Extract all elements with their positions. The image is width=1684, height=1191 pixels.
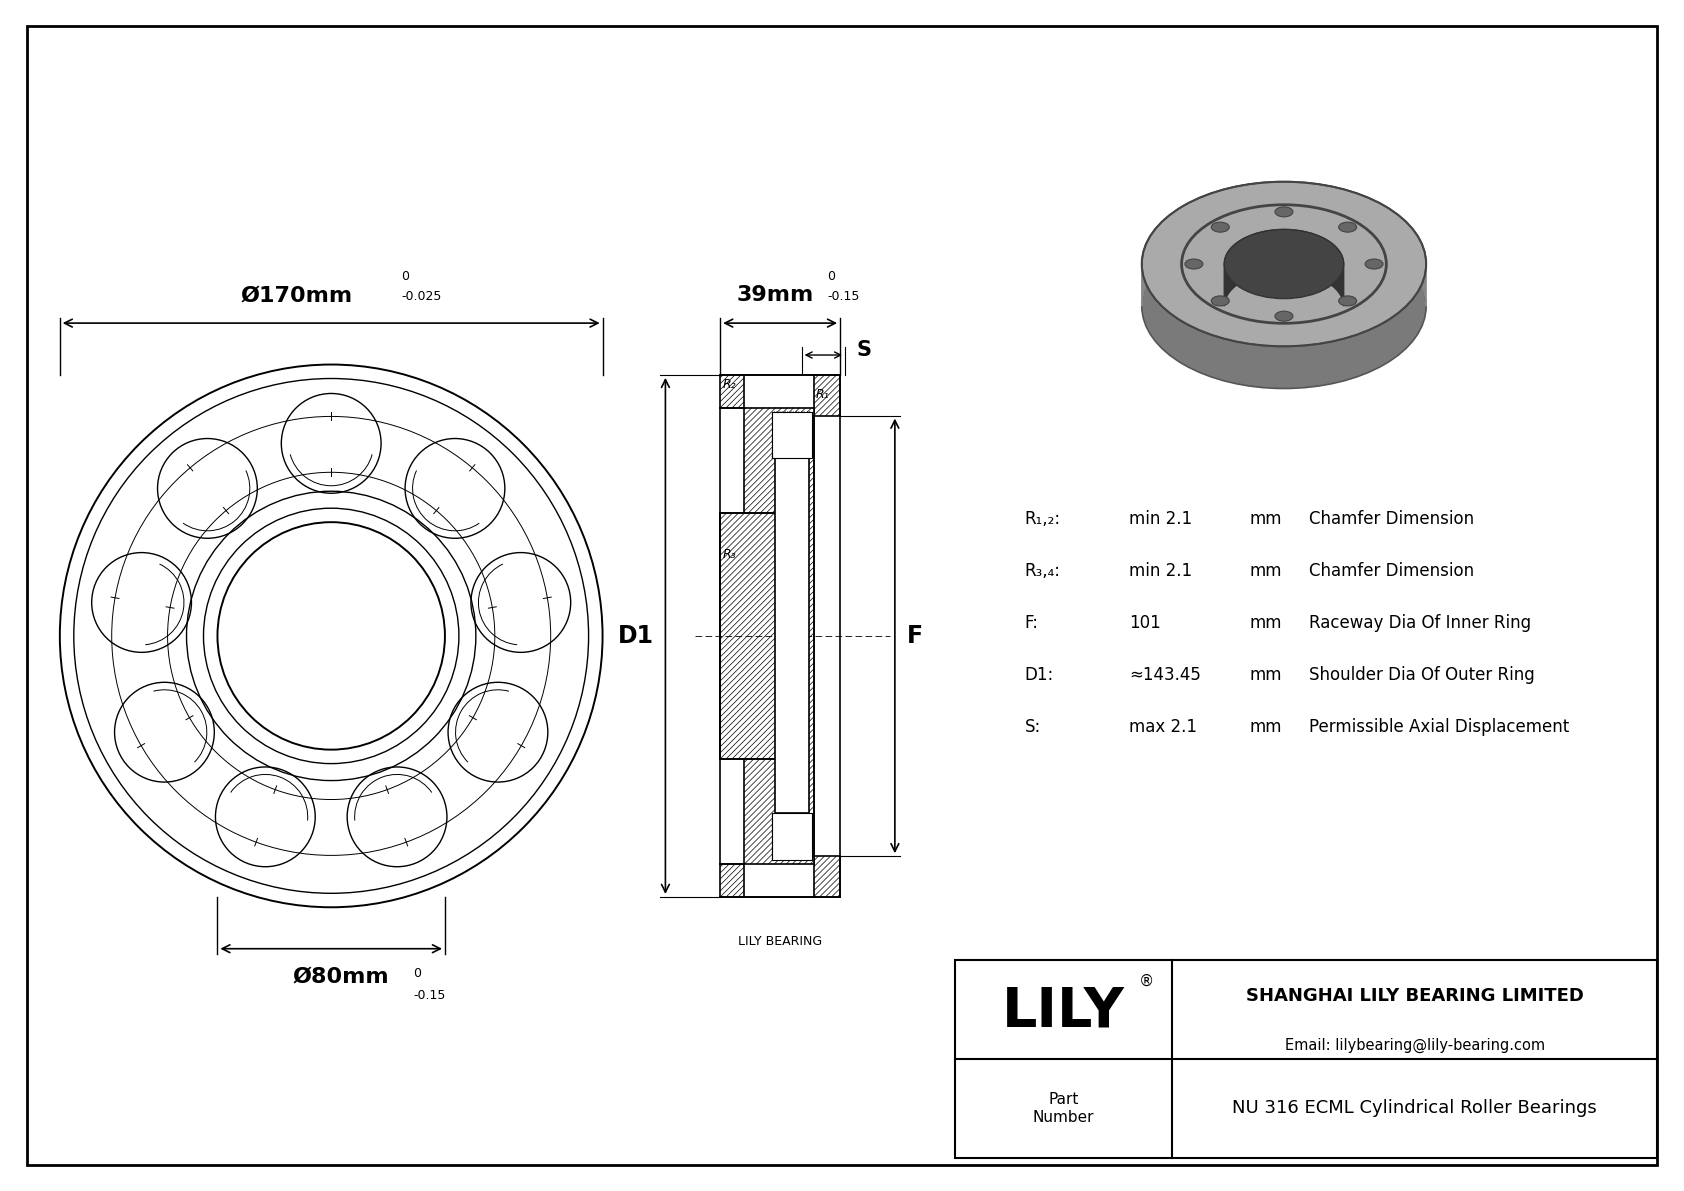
Text: 39mm: 39mm <box>736 285 813 305</box>
Text: 101: 101 <box>1130 613 1160 632</box>
Bar <box>771 813 812 860</box>
Bar <box>955 960 1657 1158</box>
Text: F:: F: <box>1024 613 1039 632</box>
Text: F: F <box>908 624 923 648</box>
Ellipse shape <box>1186 258 1202 269</box>
Text: -0.15: -0.15 <box>413 989 445 1002</box>
Text: mm: mm <box>1250 666 1282 684</box>
Bar <box>783 416 807 474</box>
Text: NU 316 ECML Cylindrical Roller Bearings: NU 316 ECML Cylindrical Roller Bearings <box>1233 1099 1596 1117</box>
Ellipse shape <box>1339 223 1357 232</box>
Ellipse shape <box>1211 295 1229 306</box>
Text: Chamfer Dimension: Chamfer Dimension <box>1308 510 1474 528</box>
Ellipse shape <box>1275 311 1293 322</box>
Text: Permissible Axial Displacement: Permissible Axial Displacement <box>1308 718 1569 736</box>
Text: S:: S: <box>1024 718 1041 736</box>
Text: LILY: LILY <box>1002 985 1125 1039</box>
Text: 0: 0 <box>401 270 409 283</box>
Bar <box>721 513 783 759</box>
Text: R₄: R₄ <box>785 597 798 610</box>
Text: 0: 0 <box>827 270 835 283</box>
Text: Raceway Dia Of Inner Ring: Raceway Dia Of Inner Ring <box>1308 613 1531 632</box>
Bar <box>721 865 744 897</box>
Text: Ø80mm: Ø80mm <box>293 967 389 986</box>
Text: LILY BEARING: LILY BEARING <box>738 935 822 948</box>
Text: D1:: D1: <box>1024 666 1054 684</box>
Bar <box>813 375 840 416</box>
Text: R₁,₂:: R₁,₂: <box>1024 510 1061 528</box>
Ellipse shape <box>1366 258 1383 269</box>
Ellipse shape <box>1211 223 1229 232</box>
Text: min 2.1: min 2.1 <box>1130 562 1192 580</box>
Text: mm: mm <box>1250 510 1282 528</box>
Text: ®: ® <box>1138 974 1154 989</box>
Ellipse shape <box>1339 295 1357 306</box>
Text: mm: mm <box>1250 562 1282 580</box>
Text: Part
Number: Part Number <box>1032 1092 1095 1124</box>
Ellipse shape <box>1275 207 1293 217</box>
Polygon shape <box>1142 182 1426 306</box>
Text: Ø170mm: Ø170mm <box>241 285 352 305</box>
Text: min 2.1: min 2.1 <box>1130 510 1192 528</box>
Text: 0: 0 <box>413 967 421 980</box>
Text: mm: mm <box>1250 718 1282 736</box>
Text: Email: lilybearing@lily-bearing.com: Email: lilybearing@lily-bearing.com <box>1285 1037 1544 1053</box>
Bar <box>783 798 807 856</box>
Text: max 2.1: max 2.1 <box>1130 718 1197 736</box>
Text: -0.025: -0.025 <box>401 291 441 304</box>
Bar <box>721 375 840 897</box>
Text: -0.15: -0.15 <box>827 291 859 304</box>
Text: mm: mm <box>1250 613 1282 632</box>
Ellipse shape <box>1142 224 1426 388</box>
Text: Shoulder Dia Of Outer Ring: Shoulder Dia Of Outer Ring <box>1308 666 1534 684</box>
Text: R₁: R₁ <box>815 388 829 401</box>
Bar <box>721 375 744 407</box>
Text: ≈143.45: ≈143.45 <box>1130 666 1201 684</box>
Bar <box>783 416 807 474</box>
Polygon shape <box>1224 230 1344 306</box>
Ellipse shape <box>1224 230 1344 299</box>
Bar <box>775 459 808 813</box>
Text: D1: D1 <box>618 624 653 648</box>
Text: SHANGHAI LILY BEARING LIMITED: SHANGHAI LILY BEARING LIMITED <box>1246 986 1583 1005</box>
Ellipse shape <box>1142 182 1426 347</box>
Text: R₃,₄:: R₃,₄: <box>1024 562 1061 580</box>
Bar <box>771 412 812 459</box>
Text: R₃: R₃ <box>722 548 736 561</box>
Bar <box>744 407 813 865</box>
Text: S: S <box>857 341 872 360</box>
Bar <box>813 856 840 897</box>
Text: R₂: R₂ <box>722 379 736 392</box>
Text: Chamfer Dimension: Chamfer Dimension <box>1308 562 1474 580</box>
